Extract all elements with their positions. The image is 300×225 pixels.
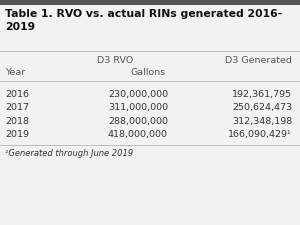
Text: D3 Generated: D3 Generated [225,56,292,65]
Text: ¹Generated through June 2019: ¹Generated through June 2019 [5,148,133,157]
Text: 166,090,429¹: 166,090,429¹ [228,130,292,139]
Text: Year: Year [5,68,25,77]
Text: 250,624,473: 250,624,473 [232,103,292,112]
Text: 312,348,198: 312,348,198 [232,117,292,126]
Text: Gallons: Gallons [130,68,166,77]
Text: 2019: 2019 [5,130,29,139]
Text: 311,000,000: 311,000,000 [108,103,168,112]
Text: 2018: 2018 [5,117,29,126]
Bar [0,0,300,6]
Text: 2016: 2016 [5,90,29,99]
Text: 2017: 2017 [5,103,29,112]
Text: Table 1. RVO vs. actual RINs generated 2016-
2019: Table 1. RVO vs. actual RINs generated 2… [5,9,282,32]
Text: 192,361,795: 192,361,795 [232,90,292,99]
Text: 418,000,000: 418,000,000 [108,130,168,139]
Text: 230,000,000: 230,000,000 [108,90,168,99]
Text: D3 RVO: D3 RVO [97,56,133,65]
Text: 288,000,000: 288,000,000 [108,117,168,126]
